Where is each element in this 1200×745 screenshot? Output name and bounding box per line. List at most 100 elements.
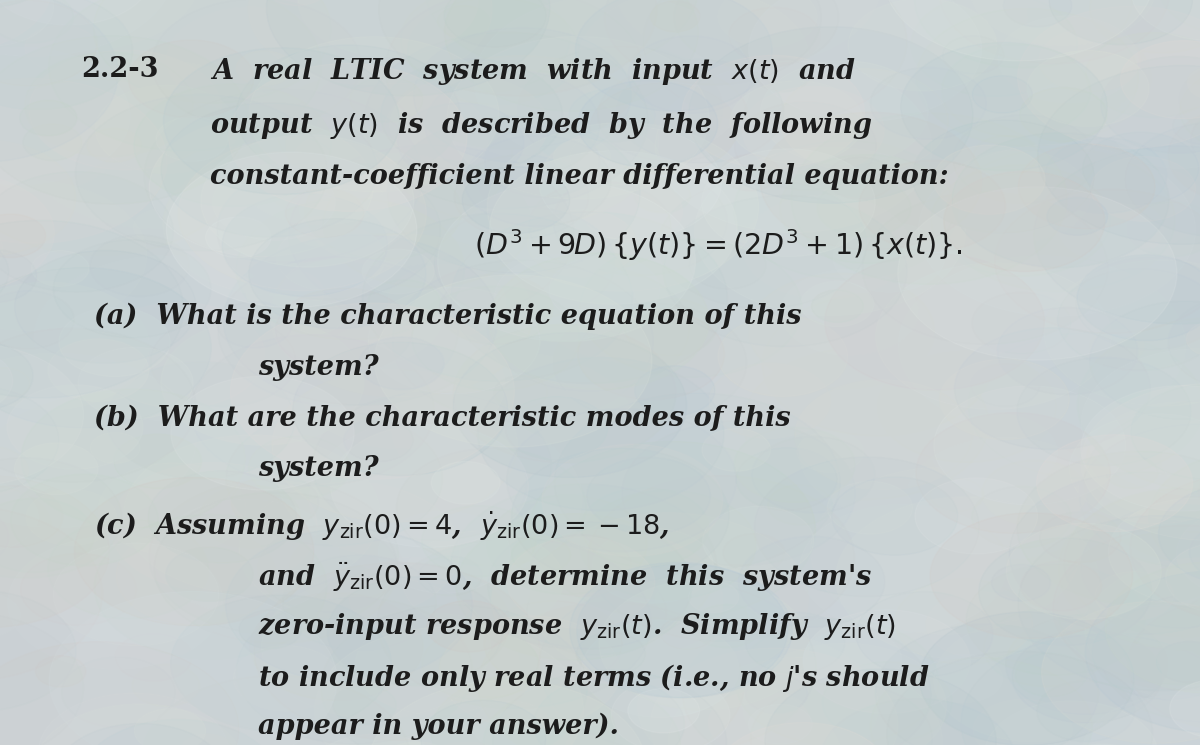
Circle shape xyxy=(94,0,331,103)
Circle shape xyxy=(1187,66,1200,100)
Circle shape xyxy=(0,0,133,110)
Circle shape xyxy=(454,325,676,463)
Circle shape xyxy=(574,570,749,678)
Circle shape xyxy=(0,95,119,192)
Circle shape xyxy=(1128,202,1200,256)
Circle shape xyxy=(984,701,1158,745)
Circle shape xyxy=(0,475,109,627)
Circle shape xyxy=(810,467,1080,634)
Circle shape xyxy=(650,1,700,32)
Circle shape xyxy=(708,726,768,745)
Circle shape xyxy=(462,167,570,233)
Circle shape xyxy=(431,675,616,745)
Circle shape xyxy=(799,504,1007,633)
Circle shape xyxy=(22,389,245,528)
Circle shape xyxy=(161,103,377,237)
Circle shape xyxy=(553,303,746,422)
Circle shape xyxy=(0,174,54,293)
Circle shape xyxy=(236,198,464,340)
Circle shape xyxy=(0,0,200,51)
Circle shape xyxy=(1180,66,1200,155)
Circle shape xyxy=(856,592,992,676)
Circle shape xyxy=(914,0,1133,68)
Circle shape xyxy=(650,648,898,745)
Circle shape xyxy=(155,499,340,614)
Circle shape xyxy=(1021,561,1102,611)
Circle shape xyxy=(283,555,436,650)
Circle shape xyxy=(0,612,84,745)
Circle shape xyxy=(427,600,510,652)
Circle shape xyxy=(791,113,1067,285)
Circle shape xyxy=(218,257,458,406)
Circle shape xyxy=(36,656,86,687)
Text: (a)  What is the characteristic equation of this: (a) What is the characteristic equation … xyxy=(94,302,802,330)
Circle shape xyxy=(1130,472,1200,623)
Circle shape xyxy=(1037,681,1135,741)
Circle shape xyxy=(1090,301,1200,419)
Circle shape xyxy=(1034,146,1200,324)
Circle shape xyxy=(689,581,739,612)
Text: appear in your answer).: appear in your answer). xyxy=(258,713,619,741)
Circle shape xyxy=(88,129,142,162)
Circle shape xyxy=(438,182,695,341)
Circle shape xyxy=(1128,597,1200,731)
Circle shape xyxy=(870,68,986,139)
Circle shape xyxy=(23,124,82,161)
Circle shape xyxy=(779,382,928,475)
Circle shape xyxy=(1092,606,1200,700)
Circle shape xyxy=(132,665,199,706)
Circle shape xyxy=(972,486,1072,548)
Circle shape xyxy=(382,56,659,228)
Circle shape xyxy=(299,152,485,267)
Circle shape xyxy=(702,507,814,575)
Circle shape xyxy=(236,597,473,744)
Circle shape xyxy=(79,720,278,745)
Circle shape xyxy=(930,478,984,512)
Circle shape xyxy=(749,273,935,389)
Circle shape xyxy=(1078,317,1200,492)
Circle shape xyxy=(54,723,227,745)
Circle shape xyxy=(1081,384,1200,540)
Circle shape xyxy=(1096,571,1174,620)
Circle shape xyxy=(901,42,1108,171)
Circle shape xyxy=(689,27,973,203)
Circle shape xyxy=(934,619,1132,741)
Circle shape xyxy=(749,0,982,121)
Circle shape xyxy=(588,476,854,641)
Circle shape xyxy=(107,362,295,479)
Circle shape xyxy=(14,443,98,495)
Circle shape xyxy=(883,0,1154,61)
Circle shape xyxy=(569,89,655,142)
Circle shape xyxy=(374,275,652,447)
Circle shape xyxy=(941,150,1091,243)
Circle shape xyxy=(290,127,409,201)
Circle shape xyxy=(971,364,1039,407)
Circle shape xyxy=(708,691,810,745)
Circle shape xyxy=(152,0,361,129)
Circle shape xyxy=(78,347,193,419)
Circle shape xyxy=(48,519,209,619)
Circle shape xyxy=(511,448,730,583)
Circle shape xyxy=(919,612,1134,745)
Circle shape xyxy=(0,329,196,482)
Circle shape xyxy=(749,705,812,744)
Circle shape xyxy=(797,431,864,472)
Circle shape xyxy=(250,593,422,700)
Circle shape xyxy=(191,335,434,486)
Circle shape xyxy=(637,632,878,745)
Circle shape xyxy=(516,259,641,336)
Text: constant-coefficient linear differential equation:: constant-coefficient linear differential… xyxy=(210,163,949,190)
Circle shape xyxy=(580,239,802,377)
Circle shape xyxy=(822,662,952,742)
Circle shape xyxy=(649,605,906,745)
Circle shape xyxy=(534,677,684,745)
Circle shape xyxy=(156,117,228,162)
Circle shape xyxy=(611,678,730,745)
Circle shape xyxy=(0,0,48,7)
Circle shape xyxy=(0,79,167,244)
Circle shape xyxy=(293,342,508,475)
Circle shape xyxy=(580,490,756,600)
Circle shape xyxy=(934,145,1045,215)
Circle shape xyxy=(246,269,324,317)
Circle shape xyxy=(1039,28,1141,92)
